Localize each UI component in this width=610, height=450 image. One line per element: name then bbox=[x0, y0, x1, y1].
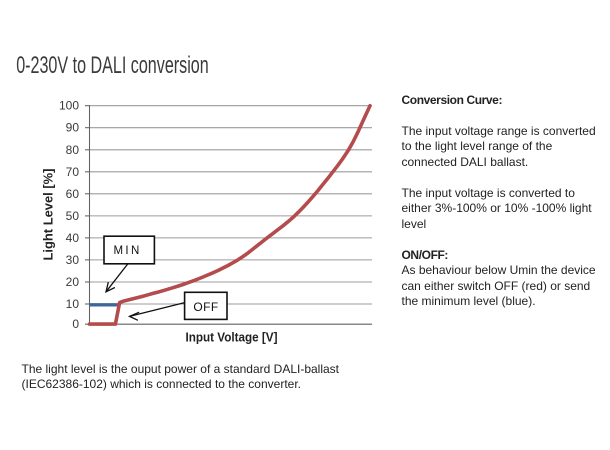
svg-text:30: 30 bbox=[66, 253, 80, 267]
svg-text:60: 60 bbox=[66, 187, 80, 201]
svg-text:10: 10 bbox=[66, 297, 80, 311]
svg-text:0-230V to DALI conversion: 0-230V to DALI conversion bbox=[16, 52, 209, 79]
svg-text:90: 90 bbox=[66, 121, 80, 135]
svg-text:40: 40 bbox=[66, 231, 80, 245]
svg-text:100: 100 bbox=[59, 99, 79, 113]
svg-text:Light Level [%]: Light Level [%] bbox=[42, 169, 56, 261]
svg-text:MIN: MIN bbox=[113, 245, 141, 257]
svg-text:OFF: OFF bbox=[193, 300, 218, 314]
svg-text:0: 0 bbox=[72, 317, 79, 331]
svg-text:Input Voltage [V]: Input Voltage [V] bbox=[186, 330, 278, 344]
svg-text:70: 70 bbox=[66, 165, 80, 179]
svg-text:20: 20 bbox=[66, 275, 80, 289]
svg-text:80: 80 bbox=[66, 143, 80, 157]
svg-text:50: 50 bbox=[66, 209, 80, 223]
